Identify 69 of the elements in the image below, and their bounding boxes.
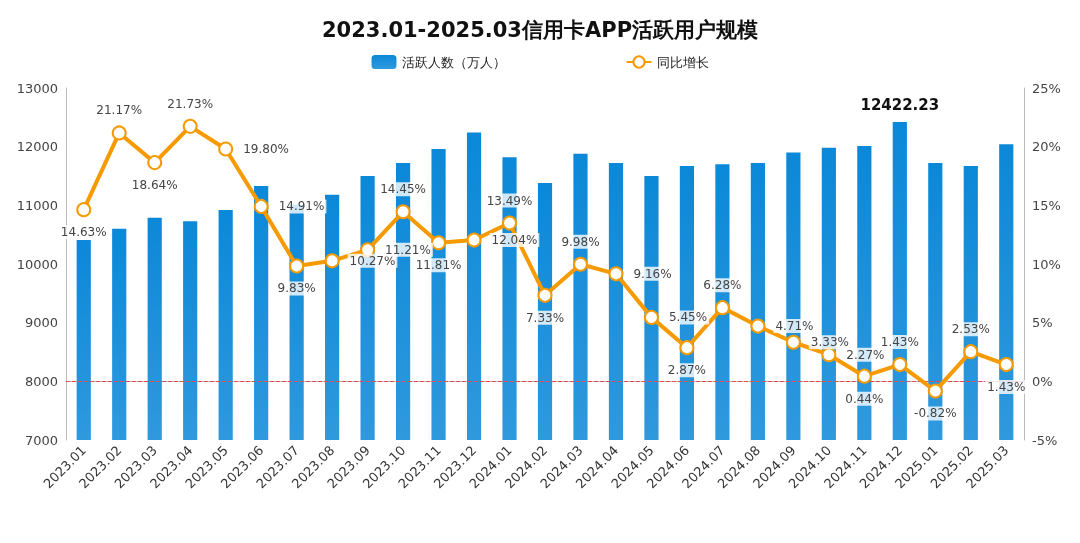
legend-label: 活跃人数（万人） xyxy=(401,54,506,70)
y-tick-label: 8000 xyxy=(24,373,58,389)
y-tick-label: 11000 xyxy=(16,197,58,213)
y2-tick-label: 15% xyxy=(1032,197,1061,213)
point xyxy=(927,383,943,399)
point xyxy=(466,232,482,248)
y-tick-label: 10000 xyxy=(16,256,58,272)
point xyxy=(147,155,163,171)
data-label: 0.44% xyxy=(845,391,884,406)
data-label: 13.49% xyxy=(486,193,533,208)
point xyxy=(395,204,411,220)
point xyxy=(679,340,695,356)
y2-tick-label: 20% xyxy=(1032,139,1061,155)
data-label: 9.98% xyxy=(561,234,600,249)
data-label: 14.45% xyxy=(380,182,426,197)
data-label: -0.82% xyxy=(914,406,957,421)
point xyxy=(76,202,92,218)
point xyxy=(431,235,447,251)
chart-title: 2023.01-2025.03信用卡APP活跃用户规模 xyxy=(321,17,759,42)
data-label: 2.27% xyxy=(846,347,885,362)
y-tick-label: 7000 xyxy=(24,432,58,448)
y2-tick-label: 10% xyxy=(1032,256,1061,272)
data-label: 14.91% xyxy=(278,199,325,214)
y2-tick-label: -5% xyxy=(1032,432,1058,448)
point xyxy=(643,309,659,325)
point xyxy=(892,357,908,373)
data-label: 2.87% xyxy=(667,363,706,378)
data-label: 1.43% xyxy=(987,380,1026,395)
point xyxy=(253,198,269,214)
data-label: 12422.23 xyxy=(860,96,940,115)
data-label: 12.04% xyxy=(491,233,538,248)
data-label: 5.45% xyxy=(668,310,708,325)
point xyxy=(998,357,1014,373)
data-label: 11.21% xyxy=(385,242,431,257)
point xyxy=(821,347,837,363)
legend-label: 同比增长 xyxy=(656,54,709,70)
data-label: 11.81% xyxy=(415,258,462,273)
point xyxy=(218,141,234,157)
data-label: 10.27% xyxy=(349,253,396,268)
point xyxy=(750,318,766,334)
point xyxy=(324,253,340,269)
point xyxy=(608,266,624,282)
point xyxy=(502,215,518,231)
point xyxy=(289,258,305,274)
data-label: 4.71% xyxy=(775,319,814,334)
data-label: 21.73% xyxy=(167,96,214,111)
y2-tick-label: 5% xyxy=(1032,315,1053,331)
data-label: 9.16% xyxy=(633,266,672,281)
data-label: 14.63% xyxy=(60,225,107,240)
data-label: 9.83% xyxy=(277,281,316,296)
y-tick-label: 9000 xyxy=(24,315,58,331)
point xyxy=(785,334,801,350)
data-label: 3.33% xyxy=(810,335,849,350)
y-tick-label: 12000 xyxy=(16,139,58,155)
y2-tick-label: 0% xyxy=(1032,373,1053,389)
point xyxy=(182,118,198,134)
point xyxy=(572,256,588,272)
point xyxy=(856,368,872,384)
y2-tick-label: 25% xyxy=(1032,80,1061,96)
y-tick-label: 13000 xyxy=(16,80,58,96)
point xyxy=(963,344,979,360)
point xyxy=(537,287,553,303)
point xyxy=(111,125,127,141)
data-label: 21.17% xyxy=(96,103,143,118)
data-label: 1.43% xyxy=(880,335,919,350)
data-label: 7.33% xyxy=(525,310,565,325)
data-label: 19.80% xyxy=(243,142,289,157)
data-label: 2.53% xyxy=(951,322,990,337)
data-label: 18.64% xyxy=(131,178,178,193)
